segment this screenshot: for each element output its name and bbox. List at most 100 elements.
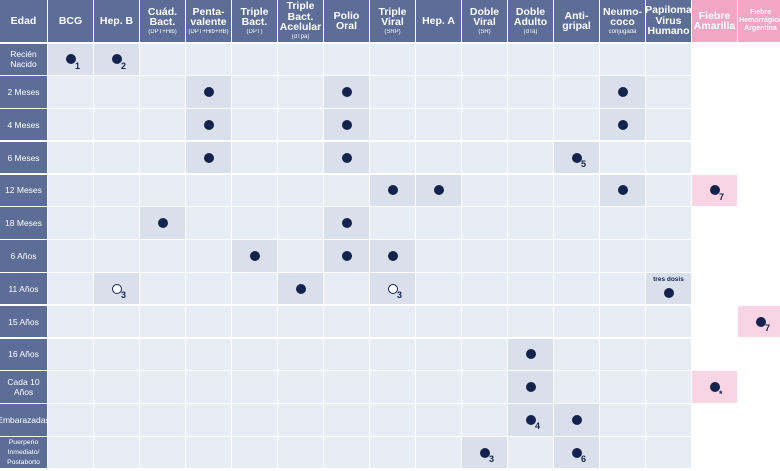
schedule-cell — [232, 305, 277, 338]
schedule-cell — [232, 76, 277, 108]
header-label: Edad — [10, 14, 37, 27]
row-label: 16 Años — [0, 338, 47, 370]
row-label: 12 Meses — [0, 174, 47, 206]
schedule-cell — [600, 109, 645, 141]
schedule-cell — [554, 273, 599, 305]
schedule-cell — [48, 437, 93, 469]
header-col-12: Anti- gripal — [554, 0, 599, 42]
schedule-cell — [232, 404, 277, 436]
schedule-cell — [508, 273, 553, 305]
schedule-cell — [278, 305, 323, 338]
dose-marker-icon — [341, 119, 352, 130]
schedule-cell — [508, 141, 553, 174]
schedule-cell — [646, 109, 691, 141]
schedule-cell — [324, 76, 369, 108]
schedule-cell — [646, 43, 691, 75]
dose-marker-icon — [203, 86, 214, 97]
schedule-cell: 3 — [370, 273, 415, 305]
schedule-cell — [370, 240, 415, 272]
schedule-cell — [600, 273, 645, 305]
schedule-cell — [416, 305, 461, 338]
schedule-cell — [692, 141, 737, 174]
dose-marker-icon — [525, 414, 536, 425]
dose-marker-icon — [571, 152, 582, 163]
schedule-cell — [48, 305, 93, 338]
header-label: Triple Bact. Acelular — [279, 0, 322, 34]
schedule-cell — [48, 141, 93, 174]
schedule-cell: 3 — [462, 437, 507, 469]
dose-marker-icon — [663, 287, 674, 298]
dose-marker-icon — [571, 447, 582, 458]
schedule-cell — [278, 338, 323, 370]
schedule-cell — [554, 338, 599, 370]
schedule-cell — [48, 240, 93, 272]
schedule-cell — [738, 240, 780, 272]
schedule-cell — [140, 43, 185, 75]
schedule-cell — [600, 338, 645, 370]
row-label: 11 Años — [0, 273, 47, 305]
schedule-cell — [600, 437, 645, 469]
schedule-cell — [186, 338, 231, 370]
header-edad: Edad — [0, 0, 47, 42]
header-col-10: Doble Viral (SR) — [462, 0, 507, 42]
schedule-cell — [508, 240, 553, 272]
schedule-cell — [232, 240, 277, 272]
schedule-cell — [94, 240, 139, 272]
dose-marker-icon — [709, 382, 720, 393]
dose-marker-icon — [525, 349, 536, 360]
dose-marker-icon — [341, 86, 352, 97]
schedule-cell — [94, 437, 139, 469]
schedule-cell — [508, 76, 553, 108]
schedule-cell — [370, 76, 415, 108]
dose-marker-icon — [571, 414, 582, 425]
schedule-cell — [140, 371, 185, 403]
schedule-cell — [554, 240, 599, 272]
schedule-cell — [278, 43, 323, 75]
schedule-cell: * — [692, 371, 737, 403]
schedule-cell — [140, 273, 185, 305]
header-sublabel: (dTa) — [523, 28, 538, 35]
schedule-cell — [738, 338, 780, 370]
schedule-cell — [554, 76, 599, 108]
schedule-cell — [416, 273, 461, 305]
schedule-cell — [738, 43, 780, 75]
schedule-cell — [508, 338, 553, 370]
header-col-8: Triple Viral (SRP) — [370, 0, 415, 42]
header-label: BCG — [58, 14, 83, 27]
schedule-cell — [324, 273, 369, 305]
schedule-cell — [324, 404, 369, 436]
schedule-cell — [278, 240, 323, 272]
schedule-cell — [140, 338, 185, 370]
header-label: Triple Viral — [378, 5, 407, 28]
dose-marker-icon — [617, 86, 628, 97]
schedule-cell — [278, 174, 323, 206]
schedule-cell — [186, 207, 231, 239]
row-label: Puerperio Inmediato/ Postaborto — [0, 437, 47, 469]
schedule-cell — [416, 109, 461, 141]
schedule-cell — [600, 371, 645, 403]
schedule-cell — [370, 207, 415, 239]
header-col-4: Penta- valente (DPT+Hib+HB) — [186, 0, 231, 42]
schedule-cell — [48, 174, 93, 206]
header-sublabel: conjugada — [608, 28, 637, 35]
header-col-13: Neumo- coco conjugada — [600, 0, 645, 42]
footnote-number: 3 — [121, 290, 127, 301]
schedule-cell — [738, 273, 780, 305]
schedule-cell — [692, 207, 737, 239]
schedule-cell — [370, 141, 415, 174]
schedule-cell — [646, 404, 691, 436]
schedule-cell — [94, 338, 139, 370]
header-col-1: BCG — [48, 0, 93, 42]
schedule-cell — [48, 109, 93, 141]
schedule-cell: 4 — [508, 404, 553, 436]
schedule-cell — [370, 371, 415, 403]
schedule-cell — [462, 240, 507, 272]
schedule-cell — [600, 174, 645, 206]
schedule-cell — [232, 437, 277, 469]
dose-marker-icon — [525, 382, 536, 393]
schedule-cell — [140, 207, 185, 239]
schedule-cell — [738, 371, 780, 403]
schedule-cell — [370, 109, 415, 141]
schedule-cell — [232, 338, 277, 370]
schedule-cell — [646, 141, 691, 174]
